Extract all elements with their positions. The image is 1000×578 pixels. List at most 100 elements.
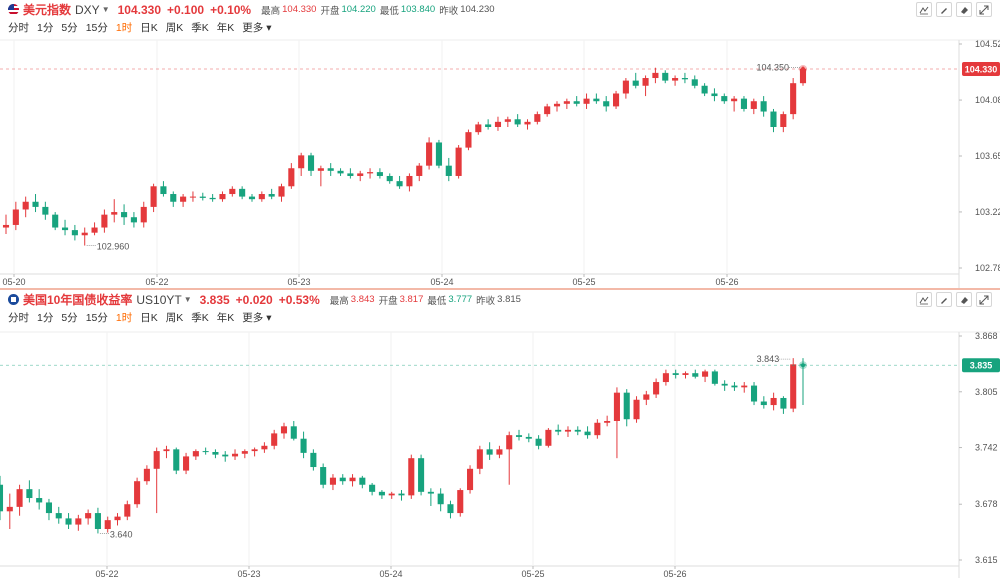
y-tick-label: 104.089 [975, 95, 1000, 105]
candle [573, 96, 580, 107]
tab-3[interactable]: 15分 [85, 22, 108, 34]
candle-body [494, 121, 502, 128]
candle [476, 445, 483, 475]
x-tick-label: 05-25 [521, 569, 544, 578]
tab-4[interactable]: 1时 [115, 22, 133, 34]
dxy-candlestick-chart[interactable]: 104.524 104.089 103.655 103.221 102.786 05-20… [0, 0, 1000, 289]
candle [320, 463, 327, 489]
tab-7[interactable]: 季K [191, 312, 209, 324]
panel-divider[interactable] [0, 288, 1000, 290]
chevron-down-icon[interactable]: ▼ [183, 295, 192, 304]
live-dot [801, 363, 805, 368]
line-tool-icon[interactable] [916, 2, 932, 17]
eraser-icon[interactable] [956, 292, 972, 307]
candle-body [36, 498, 43, 503]
candle [632, 72, 639, 89]
instrument-name[interactable]: 美国10年国债收益率 [23, 293, 133, 307]
us10y-candlestick-chart[interactable]: 3.868 3.805 3.742 3.678 3.615 05-22 05-23 05-24… [0, 290, 1000, 578]
candle [780, 111, 787, 133]
candle-body [114, 516, 121, 521]
instrument-code[interactable]: US10YT [136, 292, 182, 307]
price-change-pct: +0.10% [210, 2, 252, 17]
candle [0, 475, 4, 521]
candle-body [653, 382, 660, 395]
candle-body [357, 173, 364, 176]
candle-body [189, 196, 197, 198]
expand-icon[interactable] [976, 292, 992, 307]
instrument-name[interactable]: 美元指数 [23, 3, 72, 17]
candle [603, 96, 610, 112]
tab-2[interactable]: 5分 [61, 22, 78, 34]
candle-body [672, 78, 679, 81]
line-tool-icon[interactable] [916, 292, 932, 307]
tab-1[interactable]: 1分 [37, 312, 54, 324]
y-tick-label: 3.615 [975, 555, 998, 565]
candle-body [632, 80, 639, 86]
tab-0[interactable]: 分时 [8, 312, 29, 324]
eraser-icon[interactable] [956, 2, 972, 17]
high-label: 最高 [261, 5, 281, 17]
candle [134, 477, 141, 508]
candle [222, 451, 229, 462]
candle-body [515, 435, 523, 437]
low-value: 3.777 [448, 294, 473, 305]
candle-body [721, 96, 728, 102]
candle [388, 491, 395, 499]
candle [248, 194, 256, 202]
candle [701, 83, 708, 97]
tab-4[interactable]: 1时 [115, 312, 133, 324]
x-tick-label: 05-20 [2, 277, 25, 287]
high-label: 最高 [329, 295, 349, 307]
candle [192, 449, 199, 460]
candle [212, 449, 219, 459]
chart-icon [8, 294, 19, 305]
candle [163, 445, 170, 459]
tab-7[interactable]: 季K [191, 22, 209, 34]
candle [357, 170, 364, 182]
tab-8[interactable]: 年K [216, 22, 235, 34]
candle-body [504, 119, 511, 122]
max-annotation: 104.350 [756, 62, 789, 72]
candle-body [81, 232, 88, 236]
tab-9[interactable]: 更多 ▾ [242, 312, 272, 324]
candle [465, 129, 472, 151]
tab-3[interactable]: 15分 [85, 312, 108, 324]
candle-body [467, 468, 474, 491]
candle [398, 490, 405, 501]
candle [741, 382, 748, 393]
candle [241, 449, 248, 459]
tab-2[interactable]: 5分 [61, 312, 78, 324]
candle-body [386, 175, 393, 182]
x-tick-label: 05-22 [145, 277, 168, 287]
tab-0[interactable]: 分时 [8, 22, 29, 34]
tab-6[interactable]: 周K [165, 312, 184, 324]
low-label: 最低 [379, 5, 399, 17]
candle [288, 163, 295, 189]
max-annotation: 3.843 [757, 354, 780, 364]
candle-body [681, 78, 688, 80]
tab-5[interactable]: 日K [140, 312, 158, 324]
tab-9[interactable]: 更多 ▾ [242, 22, 272, 34]
candle [496, 445, 503, 459]
candle-body [525, 436, 532, 439]
chevron-down-icon[interactable]: ▼ [101, 5, 110, 14]
candle-body [524, 121, 531, 125]
candle-body [514, 119, 521, 125]
candle [662, 369, 669, 386]
open-label: 开盘 [320, 5, 340, 17]
tab-1[interactable]: 1分 [37, 22, 54, 34]
tab-6[interactable]: 周K [165, 22, 184, 34]
candle [124, 500, 131, 521]
candle-body [770, 397, 777, 406]
expand-icon[interactable] [976, 2, 992, 17]
candle [613, 387, 620, 459]
candle [55, 506, 62, 524]
candle-body [222, 454, 229, 457]
candle [32, 194, 39, 213]
tab-5[interactable]: 日K [140, 22, 158, 34]
instrument-code[interactable]: DXY [75, 2, 100, 17]
tab-8[interactable]: 年K [216, 312, 235, 324]
pencil-icon[interactable] [936, 292, 952, 307]
pencil-icon[interactable] [936, 2, 952, 17]
prev-close-label: 昨收 [476, 295, 496, 307]
